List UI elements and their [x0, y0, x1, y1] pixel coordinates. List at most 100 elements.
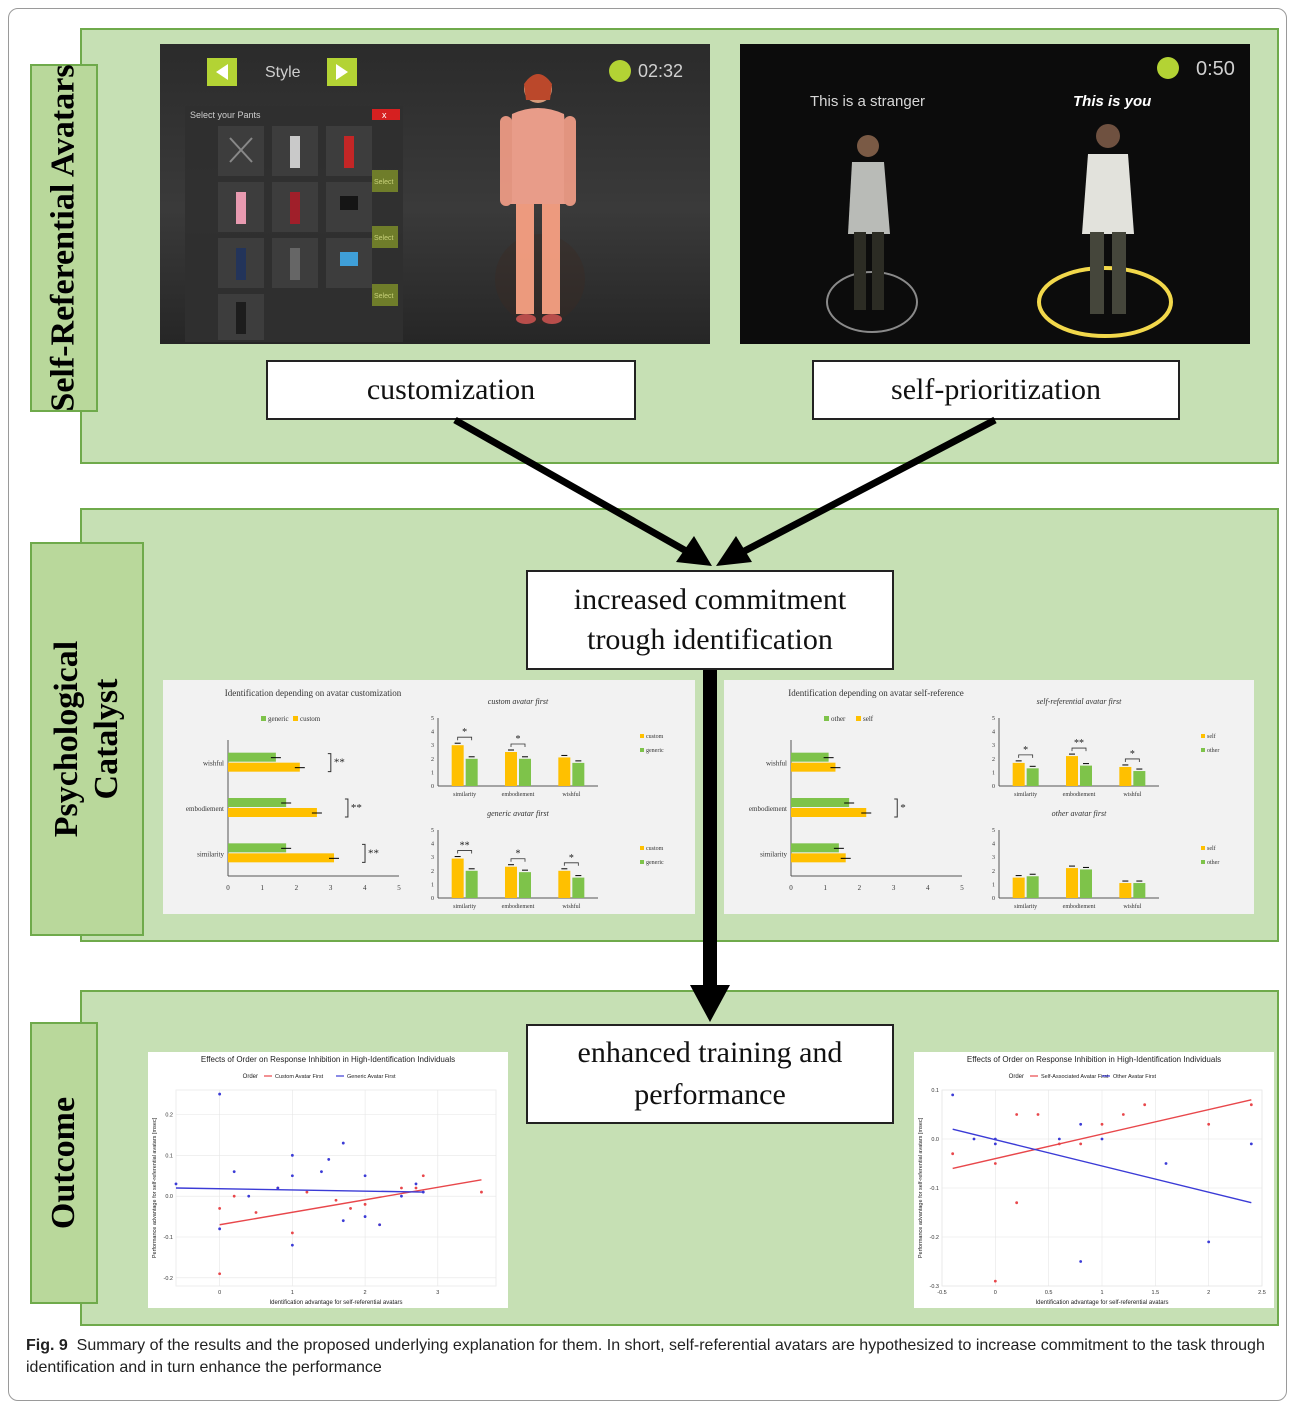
category-label: embodiement [502, 904, 535, 910]
bar [1026, 768, 1039, 786]
data-point [1100, 1137, 1104, 1141]
fit-line [219, 1179, 482, 1226]
bar [1119, 766, 1132, 786]
y-axis-label: Performance advantage for self-referenti… [152, 1117, 158, 1258]
significance-bracket [457, 736, 473, 741]
bar [228, 752, 276, 762]
y-tick-label: 2 [992, 757, 995, 763]
clock-icon [609, 60, 631, 82]
fit-line [952, 1128, 1252, 1204]
y-tick-label: 0 [431, 896, 434, 902]
data-point [254, 1211, 258, 1214]
timer-left: 02:32 [638, 61, 683, 81]
y-tick-label: 5 [431, 828, 434, 834]
y-tick-label: 0 [992, 784, 995, 790]
select-button-2 [372, 226, 398, 248]
significance-bracket [1018, 754, 1034, 758]
data-point [414, 1186, 418, 1190]
legend-label: other [1207, 860, 1219, 866]
bar [1080, 765, 1092, 786]
label-psychological-catalyst: Psychological Catalyst [30, 542, 144, 936]
you-avatar [1082, 124, 1134, 314]
data-point [218, 1092, 222, 1096]
y-tick-label: 0.0 [165, 1194, 173, 1200]
bar [558, 757, 571, 786]
data-point [951, 1093, 955, 1097]
x-tick-label: 0 [789, 884, 793, 892]
self-reference-charts: Identification depending on avatar self-… [749, 688, 1219, 910]
select-label-1: Select [374, 179, 394, 186]
customization-screenshot: Style 02:32 Select your Pants x Select [160, 44, 710, 344]
scatter-plot-self-other: Effects of Order on Response Inhibition … [918, 1055, 1266, 1306]
x-axis-label: Identification advantage for self-refere… [1035, 1300, 1168, 1306]
select-label-3: Select [374, 293, 394, 300]
outcome-box: enhanced training and performance [526, 1024, 894, 1124]
bar [228, 798, 287, 807]
bar [1012, 877, 1025, 898]
data-point [1079, 1142, 1083, 1146]
fit-line [952, 1099, 1252, 1170]
significance-bracket [510, 858, 526, 862]
data-point [1100, 1122, 1104, 1126]
significance-marker: ** [334, 757, 345, 769]
data-point [232, 1194, 236, 1198]
significance-bracket [510, 743, 526, 747]
data-point [1143, 1103, 1147, 1107]
y-tick-label: 5 [431, 716, 434, 722]
select-button-3 [372, 284, 398, 306]
significance-marker: * [1023, 745, 1028, 756]
bar [1066, 868, 1078, 898]
legend-swatch [640, 748, 644, 752]
data-point [1015, 1113, 1019, 1116]
commitment-line-2: trough identification [587, 623, 833, 656]
stranger-avatar [848, 135, 890, 310]
data-point [378, 1223, 382, 1227]
data-point [972, 1137, 976, 1141]
data-point [276, 1186, 280, 1190]
right-arrow-icon [336, 64, 348, 80]
x-tick-label: 2 [1207, 1290, 1210, 1296]
bar [1066, 756, 1078, 786]
self-prioritization-scene: 0:50 This is a stranger This is you [810, 57, 1235, 338]
data-point [232, 1170, 236, 1174]
y-tick-label: 1 [992, 770, 995, 776]
x-tick-label: 3 [436, 1290, 439, 1296]
y-tick-label: 3 [431, 855, 434, 861]
y-tick-label: -0.1 [164, 1235, 173, 1241]
legend-swatch [1201, 860, 1205, 864]
legend-swatch [824, 716, 829, 721]
plot-title: Effects of Order on Response Inhibition … [201, 1055, 455, 1064]
data-point [421, 1174, 425, 1178]
bar [1119, 883, 1132, 898]
self-reference-charts-panel: Identification depending on avatar self-… [724, 680, 1254, 914]
significance-marker: * [462, 727, 467, 738]
y-tick-label: 3 [992, 855, 995, 861]
arrow-customization-to-commitment [453, 416, 697, 560]
figure-caption: Fig. 9 Summary of the results and the pr… [26, 1335, 1271, 1379]
you-label: This is you [1073, 93, 1151, 110]
x-tick-label: 4 [363, 884, 367, 892]
arrowhead-right [716, 536, 752, 566]
data-point [1079, 1122, 1083, 1126]
significance-bracket [457, 850, 473, 854]
outcome-line-2: performance [634, 1078, 786, 1111]
data-point [993, 1142, 997, 1146]
data-point [349, 1207, 352, 1210]
data-point [1057, 1137, 1061, 1141]
significance-bracket [894, 798, 898, 818]
data-point [400, 1186, 403, 1190]
bar [791, 853, 846, 863]
self-prioritization-box: self-prioritization [812, 360, 1180, 420]
arrowhead-down [690, 985, 730, 1022]
y-tick-label: -0.2 [930, 1235, 939, 1241]
significance-bracket [1124, 758, 1140, 762]
significance-marker: * [1130, 749, 1135, 760]
data-point [1207, 1122, 1211, 1126]
bar [791, 762, 836, 772]
scatter-panel-left: Effects of Order on Response Inhibition … [148, 1052, 508, 1308]
bar [505, 752, 517, 786]
legend-label: custom [646, 734, 664, 740]
bar [558, 870, 571, 898]
x-tick-label: 1 [291, 1290, 294, 1296]
legend-label: other [1207, 748, 1219, 754]
